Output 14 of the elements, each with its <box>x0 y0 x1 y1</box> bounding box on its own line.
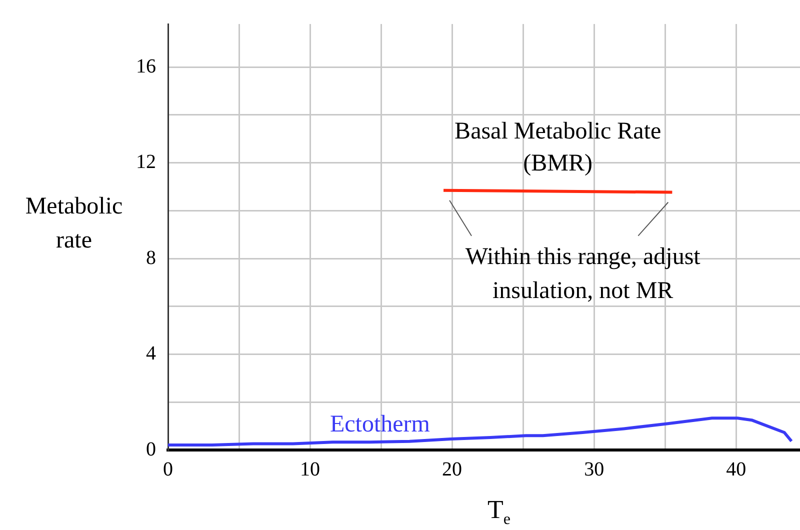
annotation: Within this range, adjust insulation, not MR <box>465 244 701 304</box>
y-tick-label: 4 <box>146 342 156 365</box>
x-tick-label: 0 <box>163 458 173 480</box>
x-tick-label: 20 <box>442 458 462 480</box>
x-tick-label: 10 <box>300 458 320 480</box>
x-tick-label: 40 <box>726 458 746 480</box>
y-tick-label: 8 <box>146 246 156 269</box>
y-tick-label: 12 <box>136 151 156 174</box>
y-tick-label: 16 <box>136 55 156 78</box>
y-axis-title: Metabolic rate <box>25 193 123 254</box>
x-tick-label: 30 <box>584 458 604 480</box>
series-label: Basal Metabolic Rate (BMR) <box>454 118 662 177</box>
series-label: Ectotherm <box>330 411 430 438</box>
y-tick-label: 0 <box>146 438 156 460</box>
